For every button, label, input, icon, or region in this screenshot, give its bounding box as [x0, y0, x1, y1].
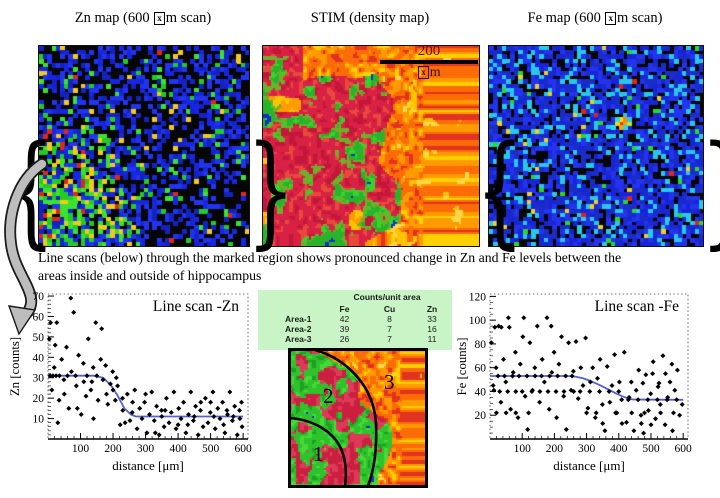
cell-area3-zn: 11	[427, 334, 437, 344]
x-tick-label: 400	[169, 443, 187, 455]
x-tick-label: 100	[72, 443, 90, 455]
region-density-map	[288, 348, 428, 488]
region-overlay: 1 2 3	[288, 348, 428, 488]
caption-line-1: Line scans (below) through the marked re…	[38, 250, 622, 265]
scale-bar-value: 200	[417, 43, 441, 59]
col-header-cu: Cu	[383, 304, 396, 314]
missing-glyph-box-icon: x	[418, 65, 429, 79]
scale-bar-line	[380, 60, 478, 64]
cell-area2-fe: 39	[339, 324, 350, 334]
y-tick-label: 20	[475, 410, 487, 422]
stim-density-map	[262, 45, 480, 247]
line-scan-fe-chart: 100 200 300 400 500 600 20 40 60 80 100 120 Line sca…	[455, 291, 693, 473]
y-tick-label: 120	[469, 291, 487, 303]
x-tick-label: 200	[104, 443, 122, 455]
y-tick-label: 10	[33, 414, 45, 426]
counts-table: Counts/unit area Fe Cu Zn Area-1 42 8 33…	[258, 290, 452, 350]
x-tick-label: 300	[137, 443, 155, 455]
x-tick-label: 200	[546, 443, 564, 455]
row-label-area3: Area-3	[285, 334, 312, 344]
chart-title: Line scan -Zn	[153, 298, 239, 315]
y-tick-label: 50	[33, 332, 45, 344]
cell-area2-zn: 16	[427, 324, 437, 334]
y-tick-label: 20	[33, 393, 45, 405]
x-tick-label: 100	[514, 443, 532, 455]
missing-glyph-box-icon: x	[154, 12, 165, 25]
stim-map-title: STIM (density map)	[310, 10, 430, 26]
zn-map-title-suffix: m scan)	[165, 10, 212, 26]
x-tick-label: 600	[675, 443, 693, 455]
row-label-area2: Area-2	[285, 324, 312, 334]
arrow-head	[7, 305, 37, 336]
y-tick-label: 60	[475, 363, 487, 375]
col-header-zn: Zn	[426, 304, 438, 314]
y-tick-label: 80	[475, 339, 487, 351]
caption: Line scans (below) through the marked re…	[38, 249, 706, 285]
cell-area1-fe: 42	[339, 314, 350, 324]
table-row: Area-3 26 7 11	[258, 334, 452, 344]
arrow-body	[5, 159, 47, 317]
x-tick-label: 600	[234, 443, 252, 455]
y-tick-label: 30	[33, 373, 45, 385]
curved-arrow	[4, 158, 48, 336]
fe-element-map	[488, 45, 704, 247]
row-label-area1: Area-1	[285, 314, 312, 324]
region-map-border	[288, 348, 428, 488]
scatter-points	[488, 315, 685, 436]
inner-area-arc	[289, 416, 348, 487]
cell-area2-cu: 7	[387, 324, 392, 334]
x-tick-label: 300	[578, 443, 596, 455]
y-tick-label: 40	[33, 352, 45, 364]
y-axis-label: Fe [counts]	[455, 338, 469, 396]
cell-area3-cu: 7	[387, 334, 392, 344]
y-tick-label: 60	[33, 311, 45, 323]
table-row: Area-1 42 8 33	[258, 314, 452, 324]
fe-map-title-suffix: m scan)	[616, 10, 663, 26]
cell-area1-cu: 8	[387, 314, 392, 324]
table-row: Area-2 39 7 16	[258, 324, 452, 334]
missing-glyph-box-icon: x	[605, 12, 616, 25]
outer-area-arc	[314, 348, 378, 487]
region-label-1: 1	[313, 442, 324, 466]
x-tick-label: 400	[610, 443, 628, 455]
cell-area3-fe: 26	[339, 334, 350, 344]
x-tick-label: 500	[202, 443, 220, 455]
y-axis-label: Zn [counts]	[8, 337, 22, 396]
y-tick-label: 100	[469, 315, 487, 327]
x-axis-label: distance [μm]	[553, 458, 625, 473]
col-header-fe: Fe	[339, 304, 350, 314]
x-tick-label: 500	[642, 443, 660, 455]
zn-map-title-text: Zn map (600	[74, 10, 154, 26]
fit-line	[490, 375, 684, 401]
y-tick-label: 70	[33, 291, 45, 303]
cell-area1-zn: 33	[427, 314, 437, 324]
line-scan-zn-chart: 100 200 300 400 500 600 10 20 30 40 50 60 70 Line sca…	[8, 291, 252, 473]
x-axis-label: distance [μm]	[112, 458, 184, 473]
chart-title: Line scan -Fe	[595, 298, 679, 315]
y-tick-label: 40	[475, 386, 487, 398]
region-label-2: 2	[323, 384, 334, 408]
caption-line-2: areas inside and outside of hippocampus	[38, 267, 262, 283]
fe-map-title-text: Fe map (600	[527, 10, 605, 26]
table-title: Counts/unit area	[353, 292, 421, 302]
zn-element-map	[38, 45, 250, 247]
region-label-3: 3	[384, 370, 395, 394]
